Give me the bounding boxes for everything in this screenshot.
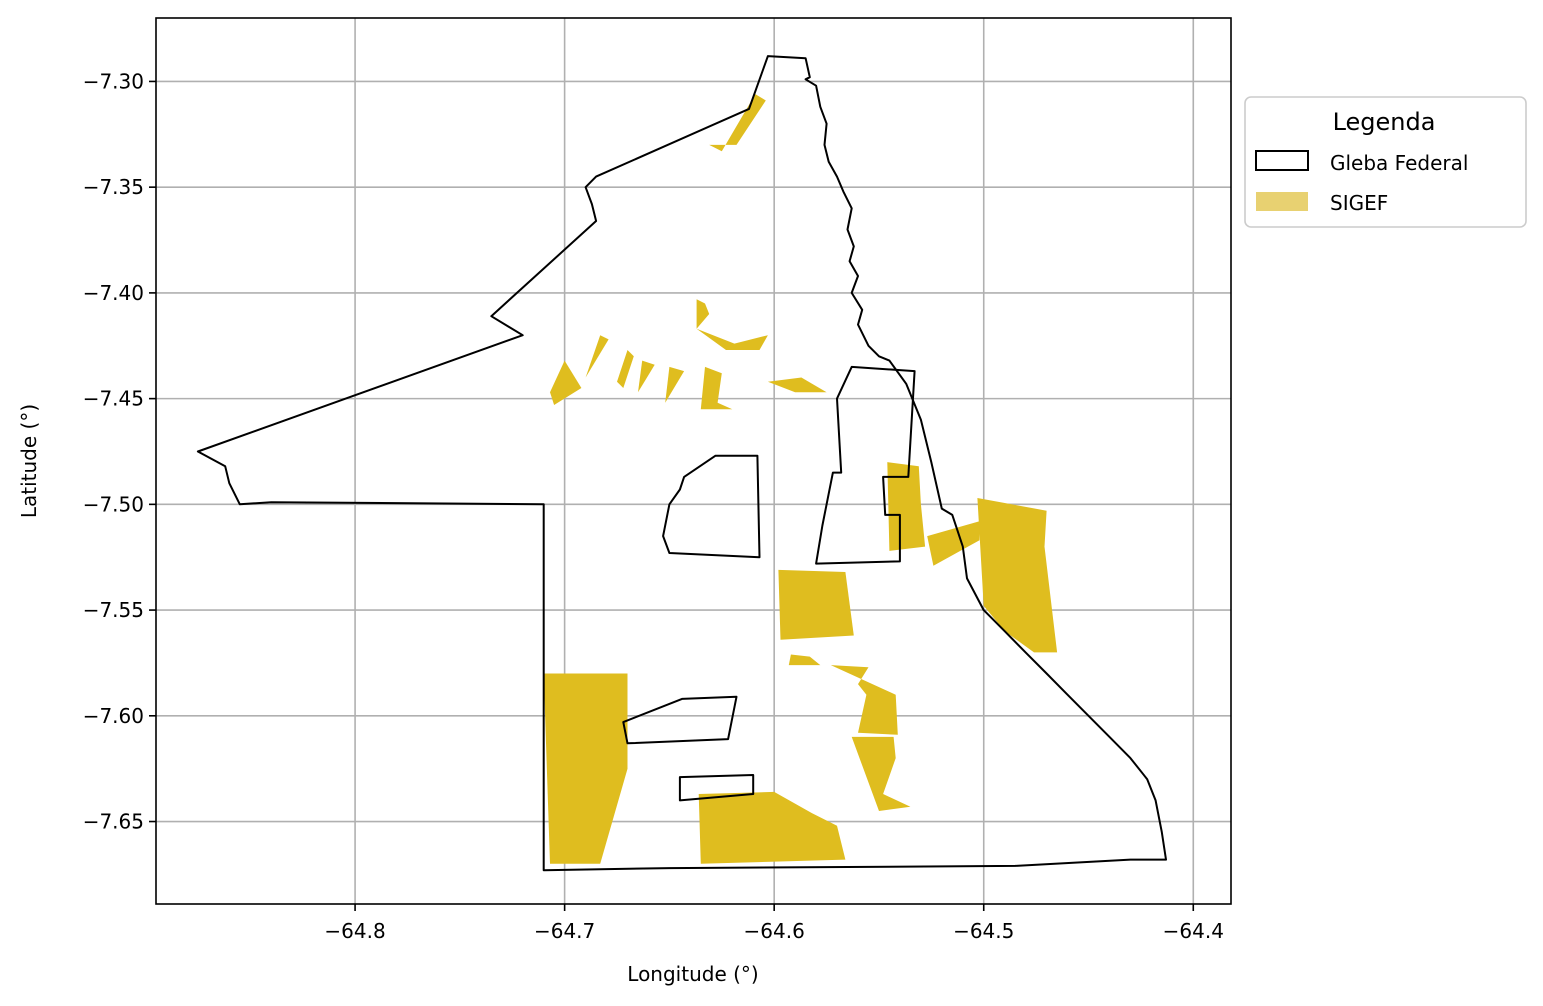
- x-tick-label-4: −64.4: [1163, 919, 1224, 943]
- y-axis-ticks: −7.30 −7.35 −7.40 −7.45 −7.50 −7.55 −7.60 −7.65: [83, 69, 156, 834]
- sigef-parcel-16: [543, 673, 628, 864]
- y-tick-label-0: −7.30: [83, 69, 144, 93]
- x-tick-label-3: −64.5: [953, 919, 1014, 943]
- legend-box: [1244, 96, 1527, 228]
- sigef-parcel-5: [638, 360, 655, 393]
- gleba-federal-polygon-1: [662, 454, 761, 559]
- sigef-parcel-4: [617, 350, 634, 388]
- sigef-parcel-13: [788, 654, 821, 666]
- y-axis-label: Latitude (°): [17, 404, 41, 518]
- x-tick-label-0: −64.8: [324, 919, 385, 943]
- y-tick-label-7: −7.65: [83, 810, 144, 834]
- sigef-parcel-14: [830, 665, 898, 735]
- sigef-layer: [543, 94, 1058, 864]
- sigef-parcel-8: [767, 377, 827, 393]
- legend: Legenda Gleba Federal SIGEF: [1244, 96, 1527, 228]
- legend-swatch-sigef: [1256, 192, 1308, 211]
- sigef-parcel-7: [700, 366, 733, 410]
- sigef-parcel-3: [585, 335, 609, 378]
- x-tick-label-1: −64.7: [534, 919, 595, 943]
- plot-frame: [155, 17, 1232, 905]
- gleba-federal-polygon-3: [622, 695, 738, 745]
- sigef-parcel-6: [665, 366, 685, 403]
- x-axis-label: Longitude (°): [627, 962, 758, 986]
- sigef-parcel-1: [696, 299, 768, 350]
- sigef-parcel-10: [927, 521, 980, 566]
- y-tick-label-5: −7.55: [83, 598, 144, 622]
- sigef-parcel-11: [977, 498, 1058, 653]
- gleba-federal-polygon-0: [196, 55, 1167, 872]
- gleba-federal-layer: [196, 55, 1167, 872]
- legend-label-sigef: SIGEF: [1330, 191, 1388, 215]
- sigef-parcel-15: [851, 736, 911, 811]
- y-tick-label-6: −7.60: [83, 704, 144, 728]
- legend-title: Legenda: [1333, 108, 1436, 136]
- y-tick-label-3: −7.45: [83, 387, 144, 411]
- sigef-parcel-12: [778, 569, 854, 640]
- gleba-federal-polygon-4: [678, 774, 755, 802]
- sigef-parcel-17: [698, 791, 846, 864]
- sigef-parcel-2: [550, 360, 582, 405]
- legend-swatch-gleba: [1255, 150, 1309, 171]
- y-tick-label-4: −7.50: [83, 492, 144, 516]
- gleba-federal-polygon-2: [815, 365, 916, 565]
- x-tick-label-2: −64.6: [744, 919, 805, 943]
- y-tick-label-1: −7.35: [83, 175, 144, 199]
- sigef-parcel-0: [709, 94, 766, 152]
- x-axis-ticks: −64.8 −64.7 −64.6 −64.5 −64.4: [324, 904, 1224, 943]
- legend-label-gleba: Gleba Federal: [1330, 151, 1468, 175]
- sigef-parcel-9: [887, 462, 926, 551]
- y-tick-label-2: −7.40: [83, 281, 144, 305]
